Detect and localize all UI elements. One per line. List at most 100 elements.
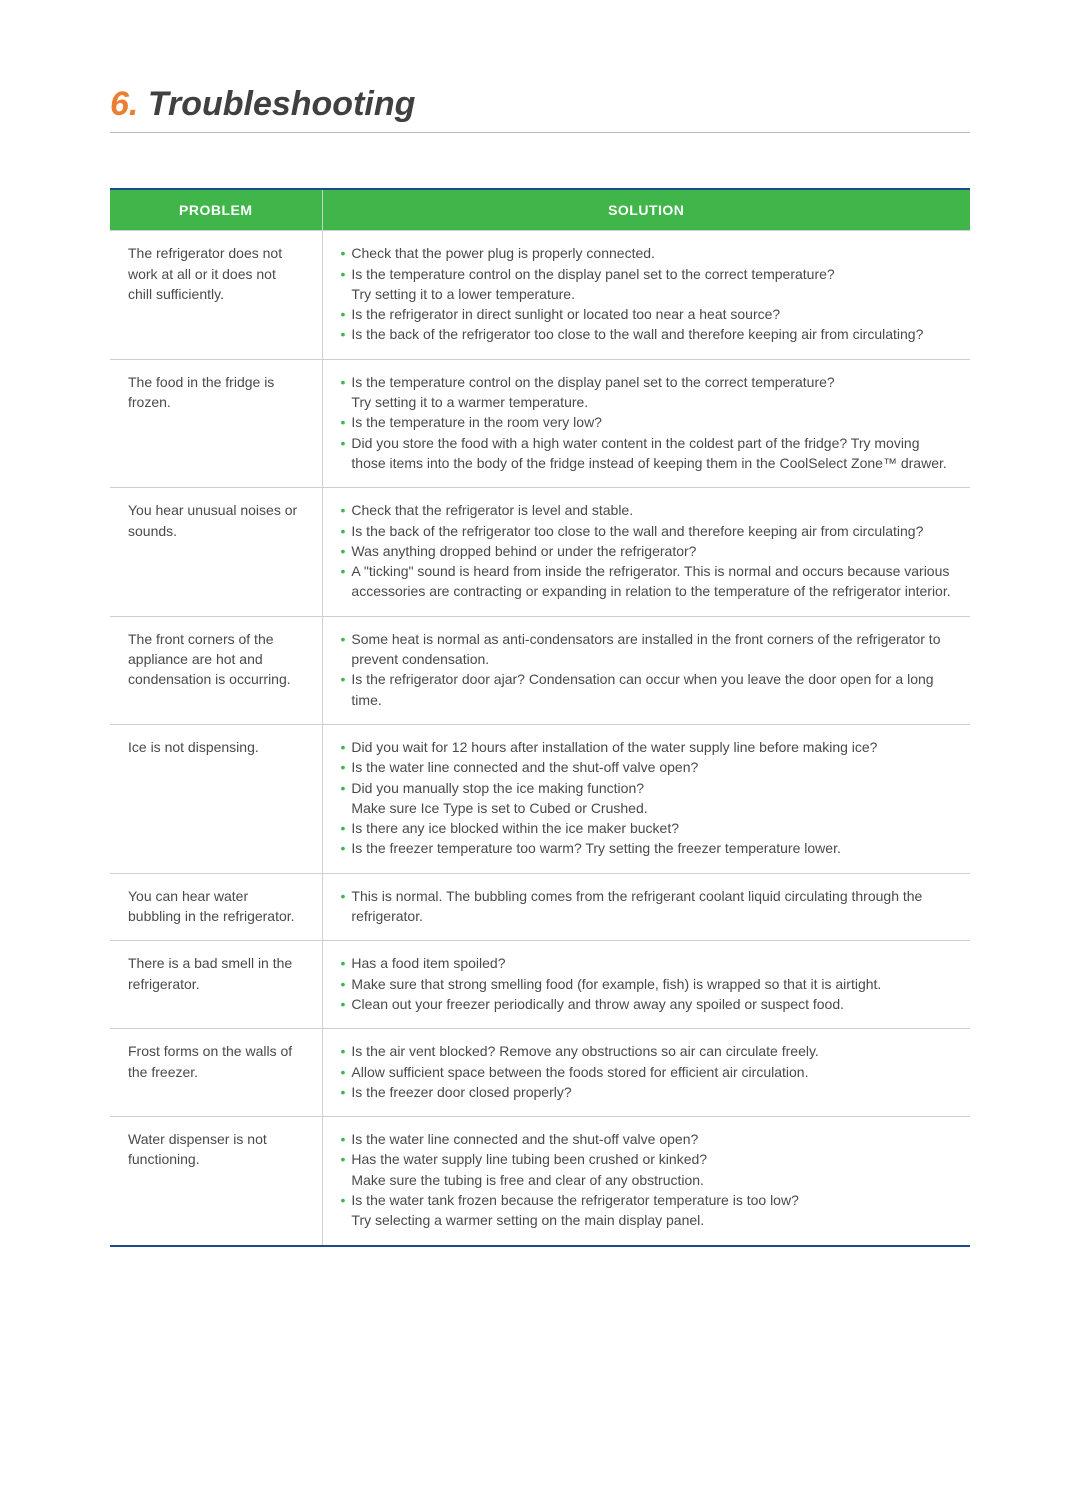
bullet-icon: • bbox=[341, 1190, 346, 1210]
solution-main: Check that the power plug is properly co… bbox=[351, 245, 655, 261]
solution-cell: •Some heat is normal as anti-condensator… bbox=[322, 616, 970, 724]
problem-cell: Frost forms on the walls of the freezer. bbox=[110, 1029, 322, 1117]
problem-cell: The front corners of the appliance are h… bbox=[110, 616, 322, 724]
problem-cell: Ice is not dispensing. bbox=[110, 724, 322, 873]
solution-cell: • Is the air vent blocked? Remove any obs… bbox=[322, 1029, 970, 1117]
solution-item: • Is there any ice blocked within the ice… bbox=[341, 818, 953, 838]
solution-item: • Is the freezer temperature too warm? Tr… bbox=[341, 838, 953, 858]
bullet-icon: • bbox=[341, 1041, 346, 1061]
solution-cell: •Is the water line connected and the shu… bbox=[322, 1117, 970, 1246]
solution-text: Has a food item spoiled? bbox=[351, 953, 952, 973]
table-row: You can hear water bubbling in the refri… bbox=[110, 873, 970, 941]
solution-text: Check that the power plug is properly co… bbox=[351, 243, 952, 263]
bullet-icon: • bbox=[341, 757, 346, 777]
solution-item: •Has a food item spoiled? bbox=[341, 953, 953, 973]
solution-item: •Is the refrigerator door ajar? Condensa… bbox=[341, 669, 953, 710]
solution-text: Did you manually stop the ice making fun… bbox=[351, 778, 952, 819]
bullet-icon: • bbox=[341, 372, 346, 392]
solution-main: Was anything dropped behind or under the… bbox=[351, 543, 696, 559]
solution-main: Has the water supply line tubing been cr… bbox=[351, 1151, 707, 1167]
page-title: 6. Troubleshooting bbox=[110, 85, 970, 133]
bullet-icon: • bbox=[341, 304, 346, 324]
solution-item: •Is the freezer door closed properly? bbox=[341, 1082, 953, 1102]
solution-item: •Is the refrigerator in direct sunlight … bbox=[341, 304, 953, 324]
problem-cell: There is a bad smell in the refrigerator… bbox=[110, 941, 322, 1029]
solution-main: Did you manually stop the ice making fun… bbox=[351, 780, 644, 796]
solution-item: • Has the water supply line tubing been c… bbox=[341, 1149, 953, 1190]
solution-text: Is the temperature control on the displa… bbox=[351, 264, 952, 305]
solution-main: Is there any ice blocked within the ice … bbox=[351, 820, 679, 836]
solution-cell: • Check that the refrigerator is level an… bbox=[322, 488, 970, 616]
solution-list: •Has a food item spoiled?• Make sure that… bbox=[341, 953, 953, 1014]
solution-main: A "ticking" sound is heard from inside t… bbox=[351, 563, 950, 599]
table-row: The food in the fridge is frozen.•Is the… bbox=[110, 359, 970, 487]
solution-list: • Check that the refrigerator is level an… bbox=[341, 500, 953, 601]
solution-main: Is the refrigerator door ajar? Condensat… bbox=[351, 671, 933, 707]
bullet-icon: • bbox=[341, 1062, 346, 1082]
table-row: The refrigerator does not work at all or… bbox=[110, 231, 970, 359]
bullet-icon: • bbox=[341, 264, 346, 284]
solution-item: •This is normal. The bubbling comes from… bbox=[341, 886, 953, 927]
solution-item: •Is the water line connected and the shu… bbox=[341, 1129, 953, 1149]
problem-cell: You hear unusual noises or sounds. bbox=[110, 488, 322, 616]
bullet-icon: • bbox=[341, 541, 346, 561]
solution-main: Is the freezer temperature too warm? Try… bbox=[351, 840, 840, 856]
bullet-icon: • bbox=[341, 433, 346, 453]
solution-sub: Make sure the tubing is free and clear o… bbox=[351, 1170, 952, 1190]
solution-main: Is the back of the refrigerator too clos… bbox=[351, 523, 923, 539]
solution-text: A "ticking" sound is heard from inside t… bbox=[351, 561, 952, 602]
solution-cell: •This is normal. The bubbling comes from… bbox=[322, 873, 970, 941]
solution-text: Is the temperature in the room very low? bbox=[351, 412, 952, 432]
table-row: There is a bad smell in the refrigerator… bbox=[110, 941, 970, 1029]
solution-text: Make sure that strong smelling food (for… bbox=[351, 974, 952, 994]
solution-list: •Is the water line connected and the shu… bbox=[341, 1129, 953, 1230]
solution-item: •Allow sufficient space between the food… bbox=[341, 1062, 953, 1082]
table-row: The front corners of the appliance are h… bbox=[110, 616, 970, 724]
bullet-icon: • bbox=[341, 669, 346, 689]
bullet-icon: • bbox=[341, 1149, 346, 1169]
table-body: The refrigerator does not work at all or… bbox=[110, 231, 970, 1246]
solution-text: Has the water supply line tubing been cr… bbox=[351, 1149, 952, 1190]
problem-cell: You can hear water bubbling in the refri… bbox=[110, 873, 322, 941]
solution-item: •Check that the refrigerator is level an… bbox=[341, 500, 953, 520]
solution-list: • Did you wait for 12 hours after install… bbox=[341, 737, 953, 859]
solution-text: Is the freezer temperature too warm? Try… bbox=[351, 838, 952, 858]
solution-main: Some heat is normal as anti-condensators… bbox=[351, 631, 940, 667]
solution-item: • Make sure that strong smelling food (fo… bbox=[341, 974, 953, 994]
bullet-icon: • bbox=[341, 974, 346, 994]
table-row: Ice is not dispensing. • Did you wait for … bbox=[110, 724, 970, 873]
bullet-icon: • bbox=[341, 1129, 346, 1149]
solution-main: Did you wait for 12 hours after installa… bbox=[351, 739, 877, 755]
solution-main: Is the water tank frozen because the ref… bbox=[351, 1192, 798, 1208]
bullet-icon: • bbox=[341, 561, 346, 581]
bullet-icon: • bbox=[341, 629, 346, 649]
column-header-problem: PROBLEM bbox=[110, 189, 322, 231]
bullet-icon: • bbox=[341, 838, 346, 858]
solution-item: •Is the back of the refrigerator too clo… bbox=[341, 521, 953, 541]
solution-sub: Try setting it to a warmer temperature. bbox=[351, 392, 952, 412]
solution-item: •Is the temperature control on the displ… bbox=[341, 372, 953, 413]
solution-main: Is the temperature control on the displa… bbox=[351, 266, 834, 282]
solution-text: Is the temperature control on the displa… bbox=[351, 372, 952, 413]
bullet-icon: • bbox=[341, 818, 346, 838]
bullet-icon: • bbox=[341, 737, 346, 757]
solution-text: Some heat is normal as anti-condensators… bbox=[351, 629, 952, 670]
solution-item: •Some heat is normal as anti-condensator… bbox=[341, 629, 953, 670]
bullet-icon: • bbox=[341, 886, 346, 906]
solution-main: Is the air vent blocked? Remove any obst… bbox=[351, 1043, 818, 1059]
bullet-icon: • bbox=[341, 1082, 346, 1102]
column-header-solution: SOLUTION bbox=[322, 189, 970, 231]
solution-text: Clean out your freezer periodically and … bbox=[351, 994, 952, 1014]
solution-main: Check that the refrigerator is level and… bbox=[351, 502, 633, 518]
table-row: Water dispenser is not functioning.•Is t… bbox=[110, 1117, 970, 1246]
bullet-icon: • bbox=[341, 412, 346, 432]
solution-main: Make sure that strong smelling food (for… bbox=[351, 976, 881, 992]
solution-sub: Make sure Ice Type is set to Cubed or Cr… bbox=[351, 798, 952, 818]
solution-item: • Was anything dropped behind or under th… bbox=[341, 541, 953, 561]
troubleshooting-table: PROBLEM SOLUTION The refrigerator does n… bbox=[110, 188, 970, 1247]
solution-list: •This is normal. The bubbling comes from… bbox=[341, 886, 953, 927]
solution-cell: •Has a food item spoiled?• Make sure that… bbox=[322, 941, 970, 1029]
solution-sub: Try selecting a warmer setting on the ma… bbox=[351, 1210, 952, 1230]
table-row: Frost forms on the walls of the freezer.… bbox=[110, 1029, 970, 1117]
solution-text: Is the freezer door closed properly? bbox=[351, 1082, 952, 1102]
